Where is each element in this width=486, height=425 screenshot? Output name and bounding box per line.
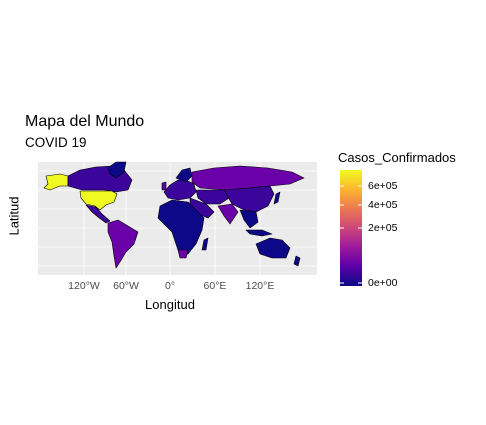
country-south-africa	[177, 249, 189, 259]
country-indonesia	[245, 229, 273, 237]
map-title: Mapa del Mundo	[25, 113, 145, 130]
country-southeast-asia	[239, 209, 259, 229]
country-india	[217, 203, 239, 225]
x-tick-120w: 120°W	[68, 280, 100, 292]
country-alaska	[43, 173, 69, 191]
x-tick-60e: 60°E	[203, 280, 227, 292]
country-uk	[161, 181, 167, 191]
country-scandinavia	[175, 167, 193, 183]
country-china	[223, 185, 275, 213]
country-mexico	[85, 204, 111, 224]
x-axis-label: Longitud	[145, 297, 195, 312]
country-greenland	[107, 161, 127, 179]
legend-tick-0: 0e+00	[368, 277, 398, 289]
x-tick-60w: 60°W	[113, 280, 139, 292]
legend-colorbar	[340, 170, 362, 286]
country-australia	[255, 237, 291, 259]
map-subtitle: COVID 19	[25, 135, 87, 150]
country-russia	[191, 165, 305, 191]
country-africa	[157, 199, 205, 257]
country-new-zealand	[293, 255, 301, 267]
legend-tick-4e5: 4e+05	[368, 199, 398, 211]
country-madagascar	[201, 237, 209, 251]
x-tick-120e: 120°E	[245, 280, 275, 292]
legend-colorbar-ticks	[340, 185, 362, 284]
country-usa	[79, 190, 118, 211]
x-tick-0: 0°	[164, 280, 176, 292]
country-south-america	[107, 219, 139, 269]
legend-title: Casos_Confirmados	[338, 150, 456, 165]
legend-tick-2e5: 2e+05	[368, 222, 398, 234]
legend-tick-6e5: 6e+05	[368, 180, 398, 192]
country-europe	[163, 179, 197, 201]
country-japan	[273, 191, 281, 205]
